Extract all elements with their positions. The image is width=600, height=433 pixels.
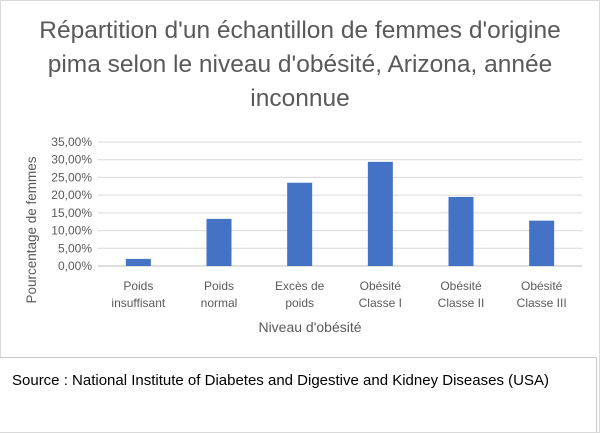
x-tick-label: Obésité Classe III: [517, 279, 567, 310]
x-tick-label: Obésité Classe II: [438, 279, 485, 310]
source-note: Source : National Institute of Diabetes …: [12, 372, 549, 389]
y-tick-label: 35,00%: [51, 135, 92, 149]
x-tick-label: Excès de poids: [275, 279, 325, 310]
y-tick-label: 30,00%: [51, 153, 92, 167]
bar: [125, 258, 151, 266]
bar: [529, 220, 555, 266]
y-tick-label: 20,00%: [51, 188, 92, 202]
source-box: Source : National Institute of Diabetes …: [0, 357, 597, 432]
x-axis-label: Niveau d'obésité: [258, 319, 361, 335]
gridlines: [98, 141, 582, 267]
y-tick-label: 10,00%: [51, 224, 92, 238]
x-tick-label: Poids insuffisant: [111, 279, 165, 310]
y-tick-label: 0,00%: [58, 259, 92, 273]
bar: [287, 182, 313, 266]
y-tick-labels: 0,00% 5,00% 10,00% 15,00% 20,00% 25,00% 30,00%…: [51, 135, 92, 273]
bar: [448, 196, 474, 266]
y-axis-label: Pourcentage de femmes: [24, 156, 39, 303]
y-tick-label: 5,00%: [58, 241, 92, 255]
x-tick-label: Poids normal: [201, 279, 238, 310]
bar: [206, 218, 232, 266]
chart-title: Répartition d'un échantillon de femmes d…: [39, 17, 561, 112]
bars: [125, 161, 555, 266]
x-tick-labels: Poids insuffisant Poids normal Excès de poids…: [111, 279, 566, 310]
y-tick-label: 25,00%: [51, 170, 92, 184]
x-tick-label: Obésité Classe I: [359, 279, 402, 310]
y-tick-label: 15,00%: [51, 206, 92, 220]
bar: [367, 161, 393, 266]
